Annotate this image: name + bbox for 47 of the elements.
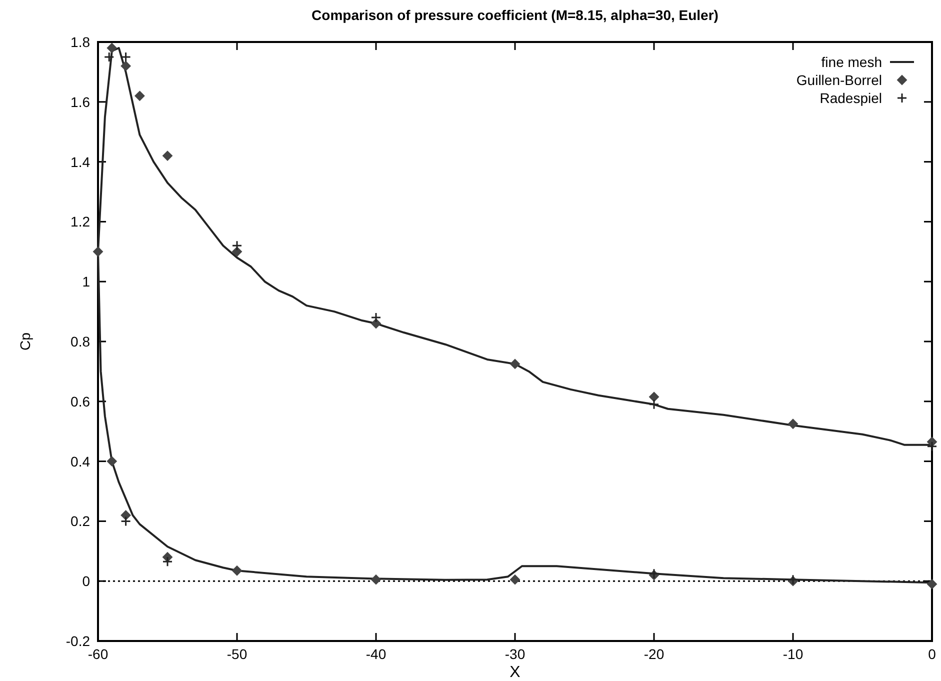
point: [649, 392, 659, 402]
x-tick-label: -10: [782, 646, 804, 662]
point: [927, 579, 937, 590]
point: [120, 60, 131, 71]
point: [104, 52, 114, 62]
point: [162, 556, 173, 567]
point: [232, 240, 242, 251]
y-tick-label: 0.2: [70, 513, 90, 530]
y-tick-label: 1.8: [70, 34, 90, 50]
point: [370, 312, 382, 323]
point: [120, 516, 132, 526]
point: [788, 418, 798, 429]
point: [510, 358, 520, 369]
y-tick-label: 0.4: [70, 453, 90, 470]
point: [371, 574, 381, 585]
y-tick-label: -0.2: [66, 633, 90, 649]
point: [371, 318, 381, 329]
point: [106, 42, 117, 53]
legend-label: fine mesh: [821, 54, 882, 70]
point: [510, 574, 520, 585]
y-tick-label: 1.6: [70, 94, 90, 110]
x-tick-label: 0: [928, 646, 936, 662]
point: [134, 90, 145, 101]
point: [93, 246, 103, 257]
point: [232, 566, 242, 576]
y-tick-label: 1: [82, 274, 90, 290]
x-axis-title: X: [510, 664, 521, 681]
legend-label: Radespiel: [820, 90, 882, 106]
x-tick-label: -50: [226, 646, 248, 662]
point: [648, 399, 660, 410]
y-tick-label: 1.2: [70, 214, 90, 230]
x-tick-label: -40: [366, 646, 386, 662]
y-tick-label: 0: [82, 573, 90, 590]
x-tick-label: -30: [504, 646, 526, 662]
point: [106, 456, 117, 466]
legend-label: Guillen-Borrel: [796, 72, 882, 88]
x-tick-label: -20: [644, 646, 664, 662]
point: [120, 52, 132, 62]
y-tick-label: 0.6: [70, 393, 90, 410]
chart-title: Comparison of pressure coefficient (M=8.15, alpha=30, Euler): [312, 7, 718, 23]
y-axis-title: Cp: [17, 332, 33, 350]
x-tick-label: -60: [88, 646, 108, 662]
point: [926, 441, 938, 452]
point: [232, 246, 242, 257]
point: [162, 150, 172, 161]
y-tick-label: 0.8: [70, 334, 90, 350]
y-tick-label: 1.4: [70, 154, 90, 170]
